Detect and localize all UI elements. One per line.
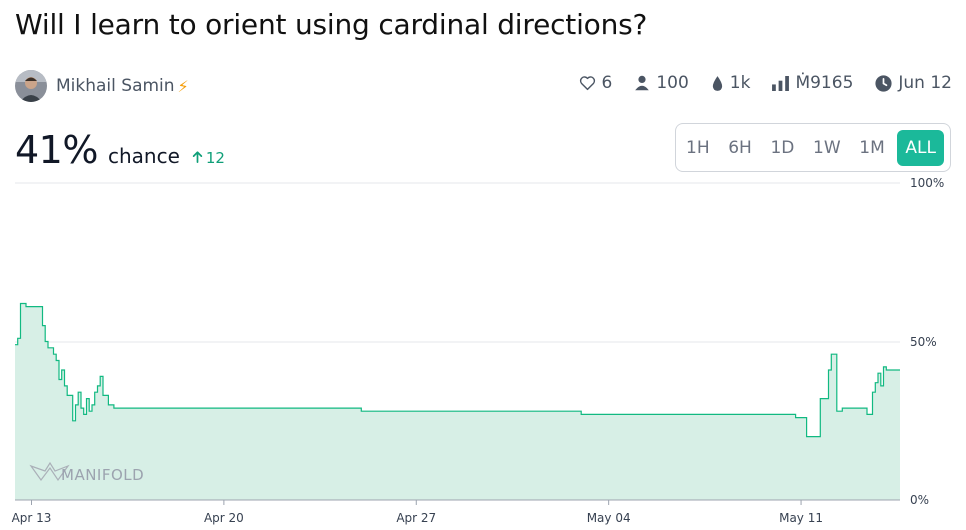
traders-stat[interactable]: 100: [634, 73, 689, 93]
traders-count: 100: [656, 73, 689, 93]
volume-amount: Ṁ9165: [795, 73, 854, 93]
market-title: Will I learn to orient using cardinal di…: [15, 8, 648, 41]
manifold-crane-icon: [29, 461, 70, 482]
x-tick-label: Apr 20: [204, 511, 244, 525]
probability-chart[interactable]: 100% 50% 0% Apr 13 Apr 20 Apr 27 May 04 May …: [0, 175, 966, 530]
probability-summary: 41% chance 12: [15, 128, 225, 172]
creator[interactable]: Mikhail Samin ⚡: [15, 70, 189, 102]
x-tick-label: May 04: [587, 511, 631, 525]
close-date-stat[interactable]: Jun 12: [875, 73, 952, 93]
y-tick-label: 50%: [910, 335, 937, 349]
volume-stat[interactable]: Ṁ9165: [772, 73, 853, 93]
likes-count: 6: [601, 73, 613, 93]
arrow-up-icon: [192, 149, 203, 167]
droplet-icon: [711, 75, 724, 92]
user-icon: [634, 75, 650, 91]
range-1d-button[interactable]: 1D: [770, 137, 795, 158]
probability-value: 41%: [15, 128, 98, 172]
creator-name[interactable]: Mikhail Samin: [56, 76, 175, 96]
avatar[interactable]: [15, 70, 47, 102]
x-tick-label: Apr 27: [396, 511, 436, 525]
y-tick-label: 0%: [910, 493, 929, 507]
range-all-button[interactable]: ALL: [897, 129, 944, 166]
range-6h-button[interactable]: 6H: [728, 137, 752, 158]
probability-change-value: 12: [205, 149, 225, 167]
y-tick-label: 100%: [910, 176, 944, 190]
close-date: Jun 12: [898, 73, 952, 93]
liquidity-amount: 1k: [729, 73, 751, 93]
x-tick-label: May 11: [779, 511, 823, 525]
likes-stat[interactable]: 6: [579, 73, 613, 93]
heart-icon: [579, 75, 596, 91]
bar-chart-icon: [772, 75, 790, 91]
liquidity-stat[interactable]: 1k: [711, 73, 751, 93]
probability-area: [15, 303, 900, 500]
range-1w-button[interactable]: 1W: [813, 137, 841, 158]
x-tick-label: Apr 13: [12, 511, 52, 525]
probability-label: chance: [107, 144, 180, 168]
probability-change: 12: [192, 149, 225, 167]
time-range-selector: 1H 6H 1D 1W 1M ALL: [675, 123, 951, 172]
range-1m-button[interactable]: 1M: [859, 137, 885, 158]
market-stats: 6 100 1k Ṁ9165 Jun 12: [579, 73, 952, 93]
manifold-logo: MANIFOLD: [29, 461, 144, 484]
range-1h-button[interactable]: 1H: [686, 137, 710, 158]
clock-icon: [875, 74, 892, 92]
watermark-text: MANIFOLD: [61, 466, 144, 484]
probability-line: [15, 302, 900, 438]
lightning-icon: ⚡: [177, 76, 189, 96]
